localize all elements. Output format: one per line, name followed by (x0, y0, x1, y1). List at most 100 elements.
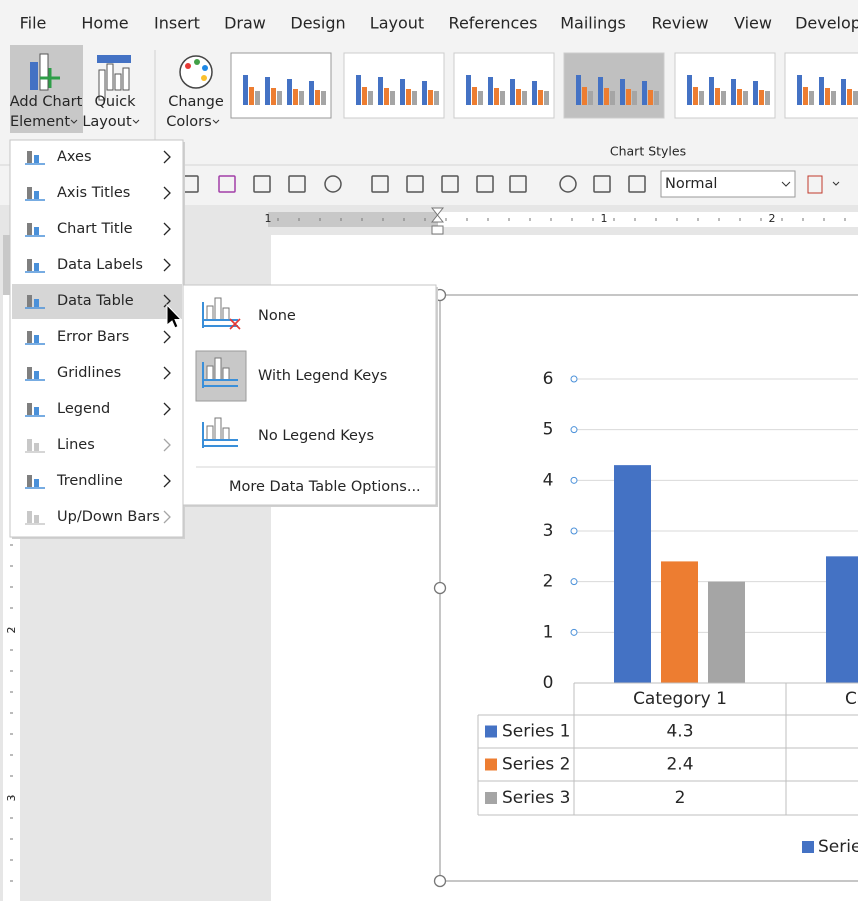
toolbar-folder[interactable] (253, 175, 271, 193)
submenu-item[interactable]: None (258, 308, 296, 324)
y-tick-label: 3 (543, 521, 554, 541)
toolbar-icon[interactable] (628, 175, 646, 193)
menu-item[interactable]: Axes (57, 149, 92, 165)
y-tick-label: 4 (543, 470, 554, 490)
ribbon-tab[interactable]: Home (81, 14, 128, 33)
resize-handle[interactable] (433, 874, 447, 888)
thumbnail-bar (478, 91, 483, 105)
menu-item[interactable]: Error Bars (57, 329, 129, 345)
menu-item[interactable]: Legend (57, 401, 110, 417)
thumbnail-bar (255, 91, 260, 105)
icon (114, 73, 122, 91)
thumbnail-bar (516, 89, 521, 105)
thumbnail-bar (626, 89, 631, 105)
menu-item[interactable]: Trendline (56, 473, 123, 489)
thumbnail-bar (532, 81, 537, 105)
toolbar-icon[interactable] (807, 175, 823, 194)
toolbar-redo[interactable] (371, 175, 389, 193)
ribbon-tab[interactable]: Mailings (560, 14, 626, 33)
menu-item: Lines (57, 437, 95, 453)
thumbnail-bar (620, 79, 625, 105)
button-label[interactable]: Change (168, 94, 224, 110)
menu-item[interactable]: Data Labels (57, 257, 143, 273)
toolbar-icon[interactable] (476, 175, 494, 193)
thumbnail-bar (287, 79, 292, 105)
toolbar-table[interactable] (509, 175, 527, 193)
menu-icon (27, 187, 32, 199)
button-label[interactable]: Layout (82, 114, 132, 130)
toolbar-search[interactable] (559, 175, 577, 193)
button-label[interactable]: Add Chart (10, 94, 83, 110)
ribbon-tab[interactable]: Review (651, 14, 708, 33)
thumbnail-bar (715, 88, 720, 105)
toolbar-undo[interactable] (324, 175, 342, 193)
submenu-icon (214, 417, 222, 441)
thumbnail-bar (466, 75, 471, 105)
toolbar-save[interactable] (218, 175, 236, 193)
menu-item[interactable]: Axis Titles (57, 185, 130, 201)
menu-icon (34, 443, 39, 451)
thumbnail-bar (847, 89, 852, 105)
data-table-cell: 2 (675, 788, 686, 808)
submenu-arrow (163, 294, 171, 308)
ribbon-tab[interactable]: Layout (370, 14, 424, 33)
thumbnail-bar (412, 91, 417, 105)
y-tick-label: 5 (543, 420, 554, 440)
thumbnail-bar (510, 79, 515, 105)
submenu-icon (214, 297, 222, 321)
menu-icon (27, 439, 32, 451)
icon (39, 53, 49, 91)
ruler-number: 1 (265, 212, 272, 225)
ribbon-tab[interactable]: File (20, 14, 47, 33)
chart-style-thumbnail[interactable] (674, 52, 776, 119)
bar (826, 556, 858, 683)
ruler-margin (268, 212, 438, 227)
series-name: Series 2 (502, 755, 571, 775)
thumbnail-bar (265, 77, 270, 105)
submenu-icon (202, 362, 238, 388)
thumbnail-bar (309, 81, 314, 105)
style-dropdown[interactable] (660, 170, 796, 198)
menu-icon (34, 371, 39, 379)
thumbnail-bar (654, 91, 659, 105)
toolbar-doc[interactable] (288, 175, 306, 193)
ribbon-tab[interactable]: Insert (154, 14, 200, 33)
toolbar-icon[interactable] (593, 175, 611, 193)
menu-item[interactable]: Data Table (57, 293, 134, 309)
thumbnail-bar (406, 89, 411, 105)
thumbnail-bar (368, 91, 373, 105)
menu-icon (27, 331, 32, 343)
submenu-item[interactable]: No Legend Keys (258, 428, 374, 444)
button-label[interactable]: Quick (94, 94, 136, 110)
thumbnail-bar (598, 77, 603, 105)
menu-item[interactable]: Chart Title (57, 221, 133, 237)
thumbnail-bar (576, 75, 581, 105)
ribbon-tab[interactable]: Design (290, 14, 345, 33)
submenu-item[interactable]: With Legend Keys (258, 368, 387, 384)
ribbon-tab[interactable]: View (734, 14, 772, 33)
menu-item[interactable]: Gridlines (57, 365, 121, 381)
thumbnail-bar (803, 87, 808, 105)
thumbnail-bar (610, 91, 615, 105)
toolbar-icon[interactable] (406, 175, 424, 193)
button-label[interactable]: Colors (166, 114, 211, 130)
thumbnail-bar (604, 88, 609, 105)
chevron (132, 119, 140, 124)
thumbnail-bar (721, 91, 726, 105)
submenu-item[interactable]: More Data Table Options... (229, 479, 421, 495)
data-table-cell: 2.4 (666, 755, 693, 775)
y-tick-label: 6 (543, 369, 554, 389)
ribbon-tab[interactable]: Draw (224, 14, 266, 33)
thumbnail-bar (737, 89, 742, 105)
thumbnail-bar (384, 88, 389, 105)
ribbon-tab[interactable]: Develop (795, 14, 858, 33)
legend-key (485, 758, 497, 771)
toolbar-icon[interactable] (441, 175, 459, 193)
ruler-number: 1 (601, 212, 608, 225)
button-label[interactable]: Element (10, 114, 70, 130)
ribbon-tab[interactable]: References (449, 14, 538, 33)
resize-handle[interactable] (433, 581, 447, 595)
thumbnail-bar (731, 79, 736, 105)
thumbnail-bar (315, 90, 320, 105)
